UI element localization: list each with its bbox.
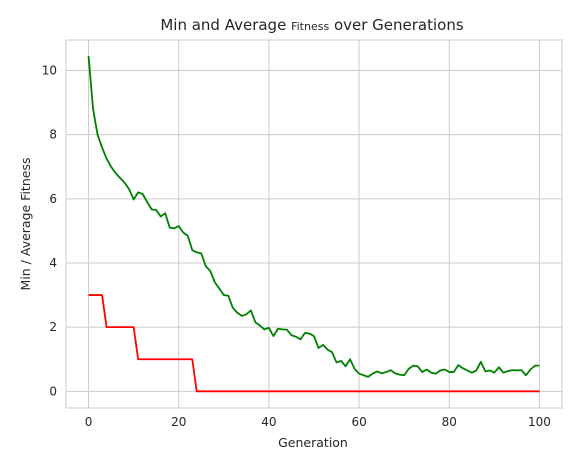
min-fitness-line (88, 294, 540, 393)
plot-area (65, 39, 563, 409)
x-tick-label: 40 (261, 415, 276, 429)
grid (66, 40, 562, 408)
tick-labels: 0 20 40 60 80 100 0 2 4 6 8 10 (42, 63, 551, 429)
x-tick-label: 0 (85, 415, 93, 429)
chart-title-part-1: Min and Average (160, 16, 291, 34)
y-tick-label: 2 (49, 320, 57, 334)
chart-title-part-2: Fitness (291, 20, 329, 33)
y-tick-label: 10 (42, 63, 57, 77)
chart-title: Min and Average Fitness over Generations (160, 16, 464, 34)
average-fitness-line (87, 55, 540, 378)
y-tick-label: 4 (49, 256, 57, 270)
x-tick-label: 60 (351, 415, 366, 429)
x-tick-label: 80 (442, 415, 457, 429)
series-layer (87, 55, 540, 393)
y-tick-label: 8 (49, 128, 57, 142)
y-axis-label: Min / Average Fitness (18, 158, 33, 291)
y-tick-label: 0 (49, 384, 57, 398)
x-axis-label: Generation (278, 435, 348, 450)
x-tick-label: 100 (528, 415, 551, 429)
x-tick-label: 20 (171, 415, 186, 429)
chart-title-part-3: over Generations (329, 16, 464, 34)
y-tick-label: 6 (49, 192, 57, 206)
